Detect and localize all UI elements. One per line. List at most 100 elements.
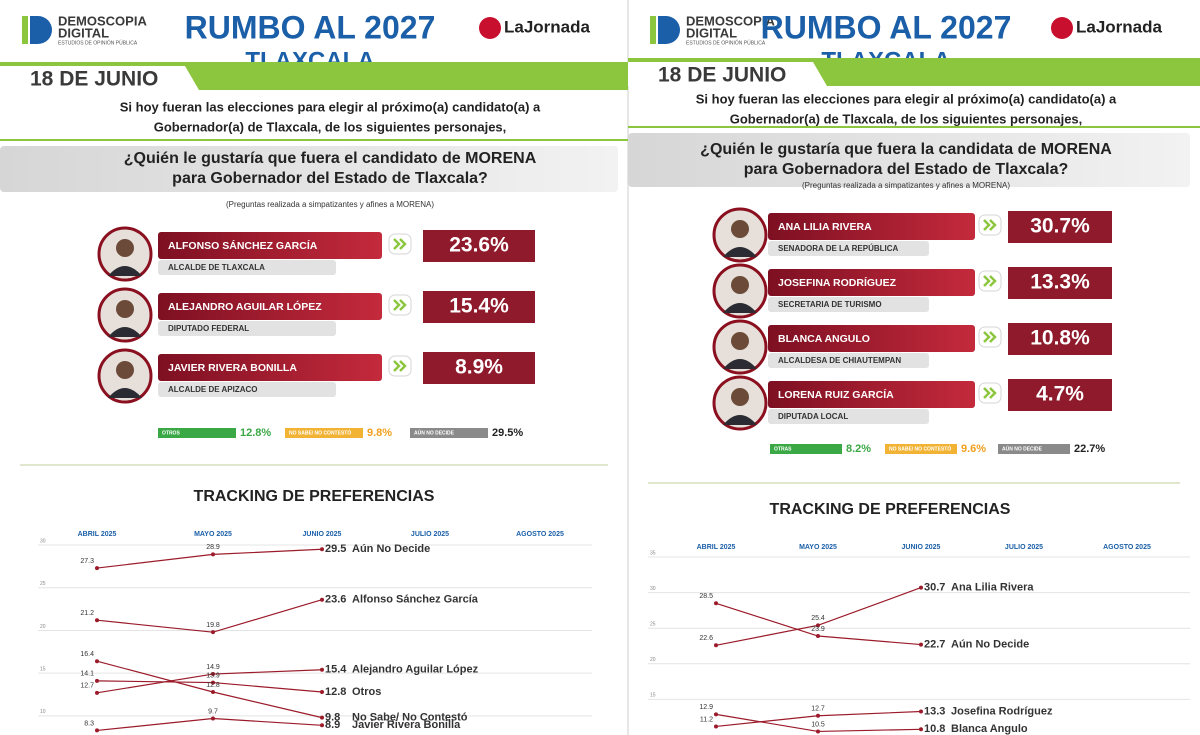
candidate-name: LORENA RUIZ GARCÍA	[778, 388, 894, 401]
end-value-label: 23.6	[325, 594, 346, 606]
result-box	[423, 291, 535, 323]
series-name: Josefina Rodríguez	[951, 705, 1053, 717]
candidate-name: JAVIER RIVERA BONILLA	[168, 362, 297, 374]
candidate-name: BLANCA ANGULO	[778, 333, 870, 345]
y-tick-label: 20	[650, 657, 656, 663]
value-label: 23.9	[811, 626, 825, 633]
x-tick-label: AGOSTO 2025	[1103, 544, 1151, 551]
series-point	[816, 713, 820, 718]
x-tick-label: ABRIL 2025	[697, 544, 736, 551]
question-box	[0, 146, 618, 192]
others-label: NO SABE/ NO CONTESTÓ	[289, 428, 351, 436]
series-name: Otros	[352, 686, 381, 698]
end-value-label: 9.8	[325, 712, 340, 724]
series-point	[816, 634, 820, 639]
value-label: 12.7	[80, 683, 94, 690]
partner-logo: LaJornada	[504, 17, 591, 36]
photo-head	[116, 300, 134, 318]
name-box	[768, 213, 975, 240]
x-tick-label: MAYO 2025	[799, 544, 837, 551]
logo-d	[30, 16, 52, 44]
value-label: 22.6	[699, 635, 713, 642]
candidate-result: 30.7%	[1030, 215, 1090, 238]
value-label: 25.4	[811, 615, 825, 622]
candidate-name: JOSEFINA RODRÍGUEZ	[778, 276, 897, 289]
y-tick-label: 15	[40, 667, 46, 673]
role-box	[768, 409, 929, 424]
arrow-chevron	[983, 275, 997, 287]
others-bar	[410, 428, 488, 438]
date: 18 DE JUNIO	[658, 64, 786, 87]
candidate-result: 10.8%	[1030, 327, 1090, 350]
others-bar	[285, 428, 363, 438]
y-tick-label: 35	[650, 550, 656, 556]
candidate-row: ALFONSO SÁNCHEZ GARCÍA ALCALDE DE TLAXCAL…	[97, 226, 535, 282]
photo-body	[108, 266, 142, 276]
date-tab	[0, 66, 199, 90]
others-label: AÚN NO DECIDE	[1002, 445, 1043, 452]
series-point	[816, 729, 820, 734]
arrow-chevron	[983, 387, 997, 399]
others-label: OTROS	[162, 430, 180, 436]
end-value-label: 10.8	[924, 723, 945, 735]
others-bar	[885, 444, 957, 454]
y-tick-label: 25	[650, 622, 656, 628]
series-point	[919, 727, 923, 732]
end-value-label: 12.8	[325, 686, 346, 698]
candidate-row: ALEJANDRO AGUILAR LÓPEZ DIPUTADO FEDERAL 1…	[97, 287, 535, 343]
candidate-row: BLANCA ANGULO ALCALDESA DE CHIAUTEMPAN 10.…	[712, 319, 1112, 375]
value-label: 14.9	[206, 664, 220, 671]
date-tab	[628, 62, 827, 86]
name-box	[158, 232, 382, 259]
value-label: 12.8	[206, 682, 220, 689]
value-label: 11.2	[700, 716, 713, 723]
end-value-label: 22.7	[924, 638, 945, 650]
value-label: 9.7	[208, 708, 218, 715]
arrow-chevron	[393, 238, 407, 250]
value-label: 14.1	[80, 671, 94, 678]
arrow-chevron	[393, 299, 407, 311]
y-tick-label: 25	[40, 581, 46, 587]
candidate-role: ALCALDE DE APIZACO	[168, 385, 257, 394]
series-point	[816, 623, 820, 628]
note: (Preguntas realizada a simpatizantes y a…	[226, 200, 434, 209]
name-box	[768, 269, 975, 296]
photo-head	[731, 332, 749, 350]
photo-body	[108, 388, 142, 398]
photo-body	[723, 415, 757, 425]
arrow-chevron	[983, 219, 997, 231]
note: (Preguntas realizada a simpatizantes y a…	[802, 181, 1010, 190]
others-result: 9.6%	[961, 443, 986, 455]
series-point	[919, 585, 923, 590]
photo-body	[723, 303, 757, 313]
candidate-role: ALCALDE DE TLAXCALA	[168, 263, 265, 272]
series-name: Javier Rivera Bonilla	[352, 719, 461, 731]
series-point	[95, 618, 99, 623]
series-point	[95, 728, 99, 733]
value-label: 12.7	[811, 706, 825, 713]
brand-name: DEMOSCOPIA	[686, 13, 775, 28]
brand-tagline: ESTUDIOS DE OPINIÓN PÚBLICA	[58, 39, 138, 46]
candidate-role: SENADORA DE LA REPÚBLICA	[778, 244, 899, 253]
series-point	[320, 715, 324, 720]
logo-mark	[650, 16, 656, 44]
candidate-row: ANA LILIA RIVERA SENADORA DE LA REPÚBLICA…	[712, 207, 1112, 263]
end-value-label: 30.7	[924, 582, 945, 594]
arrow-chevron	[393, 360, 407, 372]
y-tick-label: 15	[650, 693, 656, 699]
value-label: 8.3	[84, 720, 94, 727]
series-name: Aún No Decide	[352, 543, 430, 555]
candidate-result: 8.9%	[455, 356, 503, 379]
candidate-row: JAVIER RIVERA BONILLA ALCALDE DE APIZACO 8…	[97, 348, 535, 404]
value-label: 19.8	[206, 622, 220, 629]
series-point	[714, 724, 718, 729]
question-text: para Gobernador del Estado de Tlaxcala?	[172, 170, 488, 187]
result-box	[1008, 379, 1112, 411]
role-box	[768, 241, 929, 256]
others-result: 8.2%	[846, 443, 871, 455]
candidate-name: ANA LILIA RIVERA	[778, 221, 872, 233]
candidate-role: ALCALDESA DE CHIAUTEMPAN	[778, 356, 901, 365]
end-value-label: 8.9	[325, 719, 340, 731]
value-label: 10.5	[811, 721, 825, 728]
